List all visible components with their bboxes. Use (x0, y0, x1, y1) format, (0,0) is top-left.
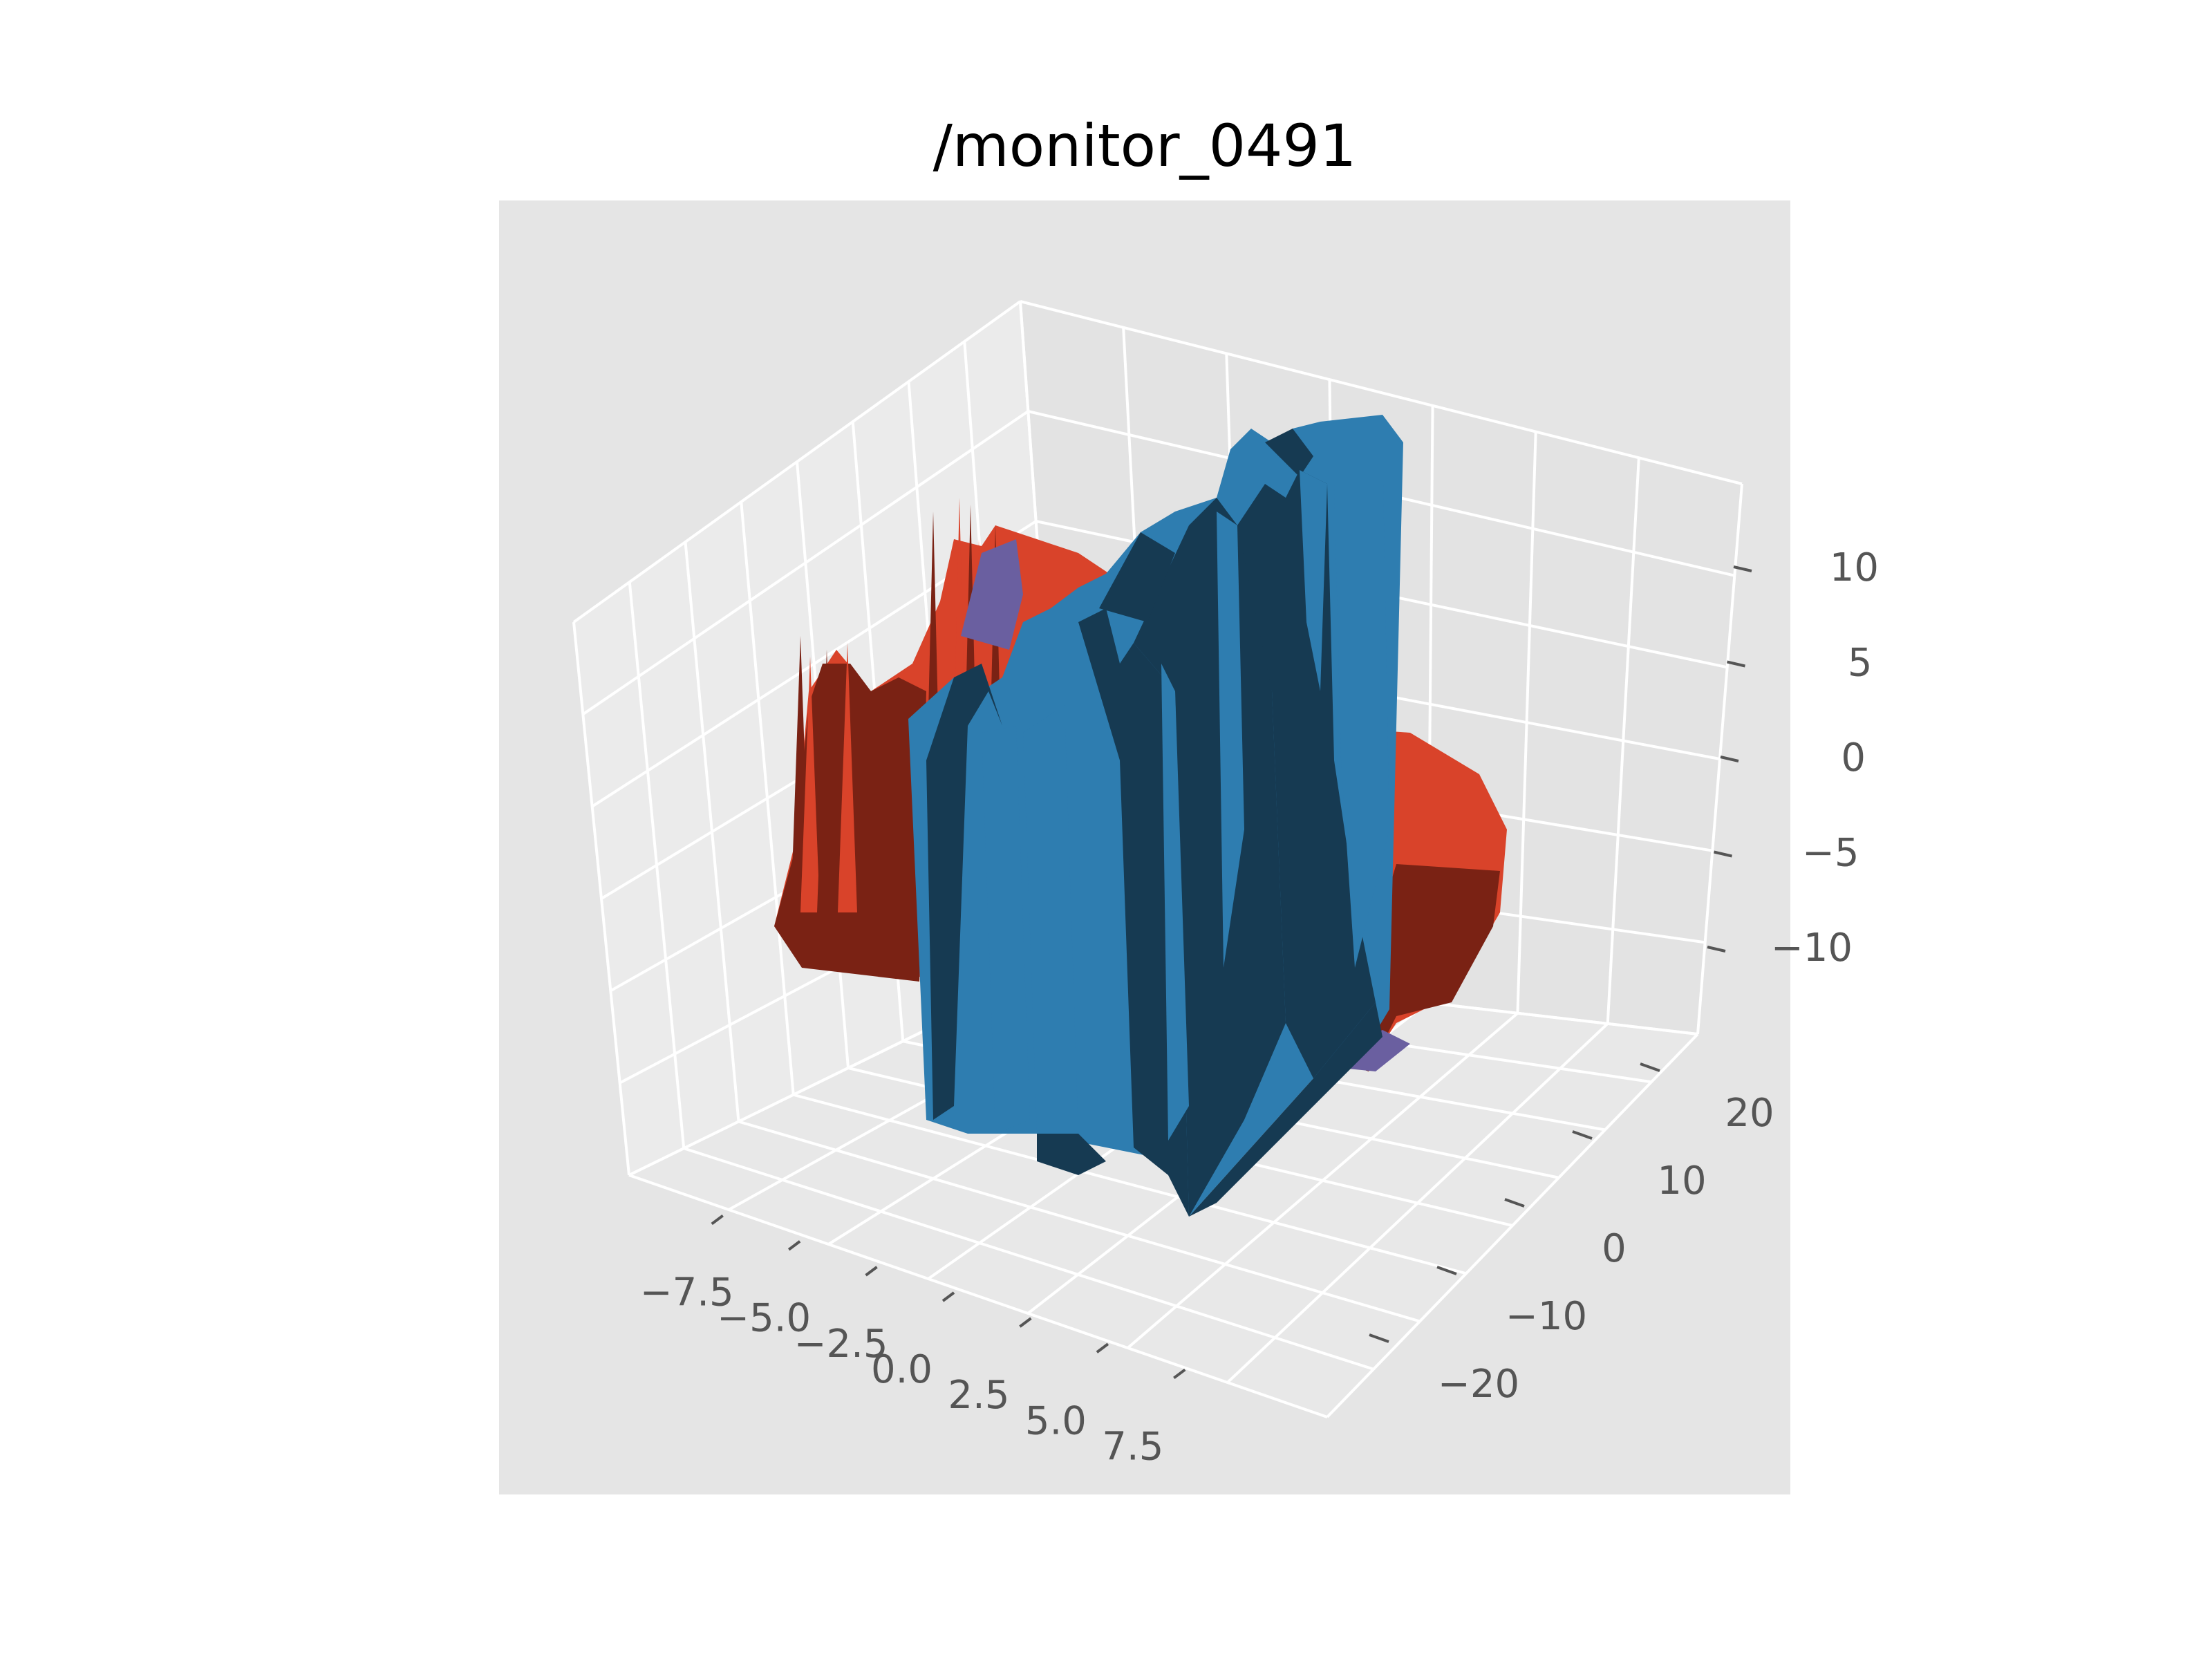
blue-surface-shadow (1037, 1134, 1106, 1175)
x-tick (1096, 1342, 1109, 1353)
blue-surface-facet (1023, 705, 1078, 1134)
blue-surface-shadow (1265, 429, 1313, 477)
x-tick (941, 1291, 955, 1302)
grid-line-floor-x (793, 1093, 1467, 1275)
grid-line-z-left (572, 300, 1022, 624)
y-tick (1436, 1266, 1457, 1275)
z-tick (1733, 565, 1752, 572)
blue-surface-facet (1217, 512, 1244, 968)
y-tick-label: 0 (1602, 1226, 1627, 1271)
y-tick-label: 20 (1725, 1091, 1774, 1136)
blue-surface-facet (1161, 664, 1189, 1141)
grid-line-floor-x (738, 1120, 1421, 1323)
red-surface-spike (817, 650, 836, 912)
grid-line-floor-x (683, 1147, 1374, 1371)
x-tick-label: 2.5 (948, 1373, 1009, 1418)
axis-ticks (711, 565, 1752, 1380)
purple-surface-back (961, 539, 1023, 650)
red-surface-spike (800, 657, 820, 912)
y-tick (1572, 1130, 1593, 1140)
z-tick-label: 10 (1830, 545, 1879, 590)
x-tick (787, 1240, 801, 1251)
x-tick (1173, 1368, 1186, 1380)
blue-surface-shadow (926, 664, 1002, 1120)
blue-surface-shadow (1078, 608, 1189, 1217)
z-tick (1720, 756, 1739, 762)
chart-title: /monitor_0491 (933, 112, 1357, 180)
red-surface-spike (838, 643, 857, 912)
grid-line-z-right (1020, 300, 1743, 485)
blue-surface-shadow (1237, 470, 1376, 1078)
blue-surface-shadow (1099, 532, 1175, 622)
z-tick (1714, 850, 1732, 858)
y-tick (1504, 1198, 1525, 1208)
x-tick (711, 1214, 724, 1226)
y-tick-label: 10 (1657, 1159, 1706, 1203)
y-tick-label: −20 (1438, 1362, 1519, 1407)
x-tick-label: −5.0 (717, 1296, 811, 1341)
x-tick-label: 5.0 (1025, 1398, 1087, 1443)
blue-surface-facet (982, 726, 1030, 1134)
x-tick-label: 7.5 (1102, 1424, 1163, 1469)
z-tick-label: 0 (1841, 735, 1866, 780)
blue-surface-shadow (1134, 498, 1286, 1217)
blue-surface-facet (1300, 470, 1327, 691)
y-tick (1369, 1333, 1389, 1343)
z-tick-label: 5 (1848, 641, 1873, 686)
y-tick (1640, 1062, 1660, 1072)
z-tick (1727, 660, 1745, 668)
grid-line-floor-x (628, 1174, 1328, 1418)
x-tick (1019, 1317, 1032, 1328)
z-tick-label: −10 (1771, 926, 1853, 971)
grid-line-z-left (582, 410, 1029, 715)
z-tick-label: −5 (1802, 831, 1859, 876)
surfaces (774, 415, 1507, 1217)
blue-surface-facet (1334, 442, 1389, 968)
x-tick-label: −7.5 (640, 1271, 734, 1315)
tick-labels: −7.5−5.0−2.50.0 2.5 5.0 7.5 −20 −10 0 10 20 −10 −5… (640, 545, 1879, 1469)
y-tick-label: −10 (1506, 1294, 1587, 1339)
x-tick (865, 1266, 878, 1277)
floor-pane (629, 961, 1698, 1417)
x-tick-label: −2.5 (794, 1322, 888, 1367)
blue-surface-shadow (1189, 1002, 1382, 1217)
x-tick-label: 0.0 (871, 1347, 932, 1392)
z-tick (1707, 946, 1726, 953)
